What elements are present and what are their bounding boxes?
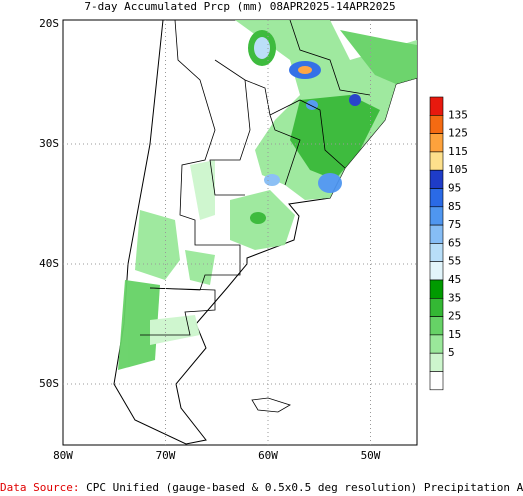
legend-label: 75	[448, 218, 461, 231]
color-legend: 135 125 115 105 95 85 75 65 55 45 35 25 15 5	[429, 96, 468, 391]
lat-label: 20S	[39, 17, 59, 30]
source-text: CPC Unified (gauge-based & 0.5x0.5 deg r…	[86, 481, 523, 494]
lat-label: 30S	[39, 137, 59, 150]
legend-label: 35	[448, 291, 461, 304]
legend-swatch	[429, 243, 444, 262]
legend-swatch	[429, 188, 444, 208]
legend-label: 95	[448, 182, 461, 195]
lon-label: 60W	[258, 449, 278, 462]
legend-label: 5	[448, 346, 455, 359]
map-title: 7-day Accumulated Prcp (mm) 08APR2025-14…	[84, 0, 395, 13]
legend-swatch	[429, 371, 444, 391]
footer: Data Source: CPC Unified (gauge-based & …	[0, 481, 523, 494]
legend-label: 55	[448, 255, 461, 268]
legend-label: 25	[448, 310, 461, 323]
legend-label: 65	[448, 236, 461, 249]
lon-label: 50W	[361, 449, 381, 462]
legend-label: 45	[448, 273, 461, 286]
legend-label: 105	[448, 163, 468, 176]
precip-shading	[118, 20, 417, 370]
legend-swatch	[429, 352, 444, 372]
lat-label: 40S	[39, 257, 59, 270]
legend-label: 115	[448, 145, 468, 158]
legend-swatch	[429, 151, 444, 171]
legend-swatch	[429, 169, 444, 189]
legend-label: 15	[448, 328, 461, 341]
legend-label: 125	[448, 127, 468, 140]
graticule	[63, 20, 417, 445]
legend-swatch	[429, 279, 444, 299]
legend-label: 135	[448, 108, 468, 121]
legend-swatch	[429, 206, 444, 226]
legend-swatch	[429, 96, 444, 116]
legend-swatch	[429, 224, 444, 244]
legend-swatch	[429, 133, 444, 153]
legend-swatch	[429, 334, 444, 354]
legend-swatch	[429, 297, 444, 317]
borders	[140, 19, 371, 336]
legend-label: 85	[448, 200, 461, 213]
lon-label: 80W	[53, 449, 73, 462]
legend-swatch	[429, 316, 444, 336]
legend-swatch	[429, 115, 444, 134]
lat-label: 50S	[39, 377, 59, 390]
legend-swatch	[429, 261, 444, 281]
islands	[251, 397, 291, 413]
source-label: Data Source:	[0, 481, 79, 494]
lon-label: 70W	[156, 449, 176, 462]
